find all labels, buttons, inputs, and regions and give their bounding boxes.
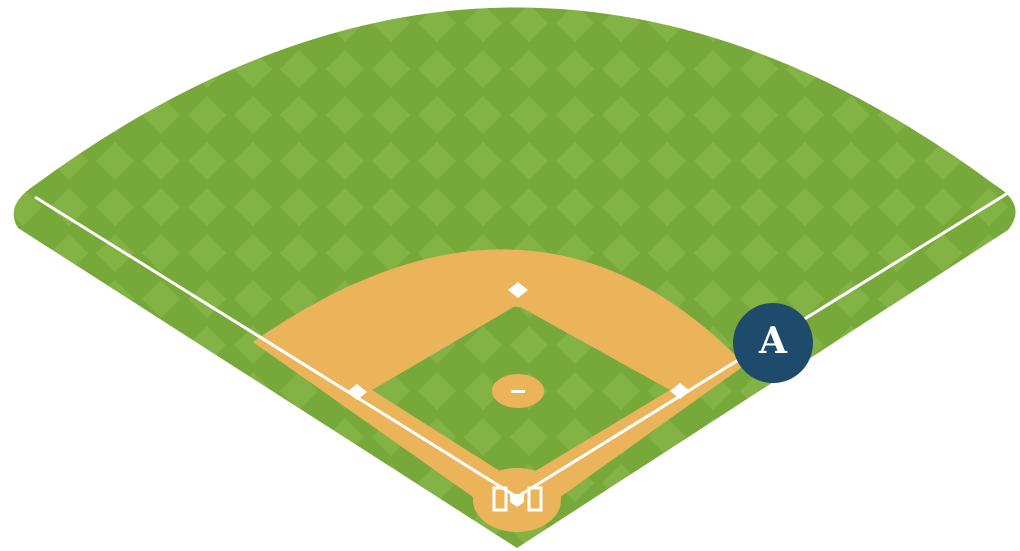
marker-label: A <box>758 320 788 362</box>
pitchers-rubber <box>511 390 525 393</box>
baseball-field: A <box>0 0 1020 551</box>
position-marker: A <box>733 303 813 383</box>
page: A (() => { const data = JSON.parse(docum… <box>0 0 1020 551</box>
